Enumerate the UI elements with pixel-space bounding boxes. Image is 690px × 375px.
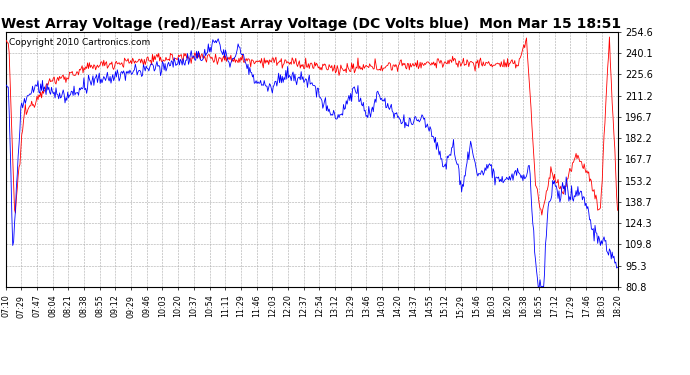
Title: West Array Voltage (red)/East Array Voltage (DC Volts blue)  Mon Mar 15 18:51: West Array Voltage (red)/East Array Volt… <box>1 17 622 31</box>
Text: Copyright 2010 Cartronics.com: Copyright 2010 Cartronics.com <box>8 38 150 47</box>
